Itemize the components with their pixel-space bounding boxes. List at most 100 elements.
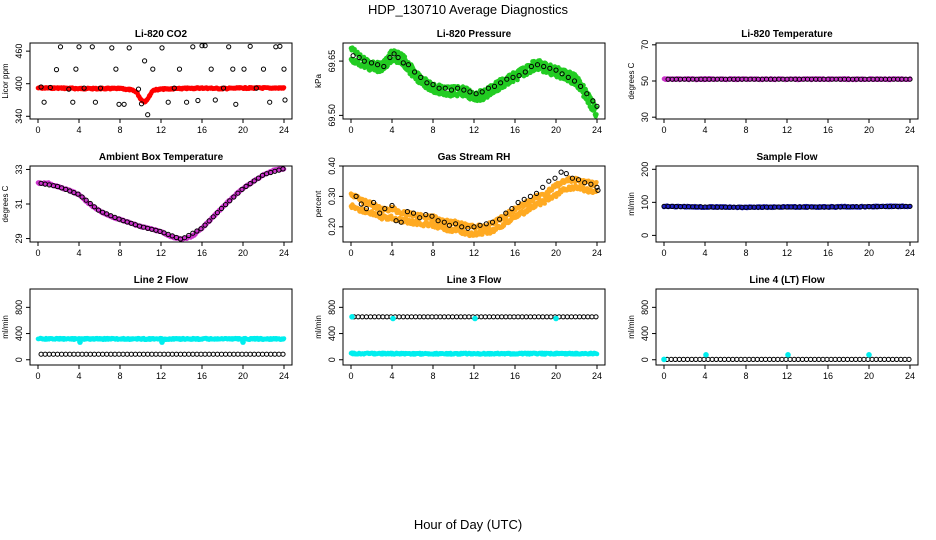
data-point xyxy=(212,97,218,103)
data-point xyxy=(435,218,441,224)
data-point xyxy=(458,314,464,320)
data-point xyxy=(57,44,64,50)
data-point xyxy=(128,351,134,357)
data-point xyxy=(441,314,447,320)
y-tick-label: 0.20 xyxy=(327,218,337,236)
data-point xyxy=(445,314,451,320)
data-point xyxy=(186,351,192,357)
data-point xyxy=(241,66,247,72)
data-point xyxy=(81,85,87,91)
data-point xyxy=(486,314,492,320)
data-point xyxy=(165,351,171,357)
data-point xyxy=(231,194,237,200)
data-point xyxy=(281,336,287,341)
data-point xyxy=(280,166,286,172)
data-point xyxy=(591,108,597,113)
data-point xyxy=(462,314,468,320)
data-point xyxy=(836,356,842,362)
x-tick-label: 20 xyxy=(864,371,874,381)
data-point xyxy=(87,351,93,357)
y-tick-label: 0.40 xyxy=(327,157,337,175)
data-point xyxy=(120,351,126,357)
data-point xyxy=(375,62,381,68)
data-point xyxy=(227,198,233,204)
data-point xyxy=(267,99,273,105)
data-point xyxy=(436,85,442,91)
data-point xyxy=(400,60,406,66)
data-point xyxy=(372,314,378,320)
data-point xyxy=(253,85,259,91)
x-tick-label: 16 xyxy=(510,248,520,258)
x-tick-label: 24 xyxy=(279,125,289,135)
data-point xyxy=(169,351,175,357)
data-point xyxy=(824,356,830,362)
x-tick-label: 8 xyxy=(430,125,435,135)
data-point xyxy=(138,101,145,107)
data-point xyxy=(159,339,165,345)
data-point xyxy=(441,219,447,225)
x-tick-label: 12 xyxy=(782,125,792,135)
data-point xyxy=(595,187,601,193)
x-tick-label: 16 xyxy=(197,125,207,135)
data-point xyxy=(198,351,204,357)
data-point xyxy=(108,351,114,357)
x-tick-label: 8 xyxy=(117,371,122,381)
data-point xyxy=(580,90,586,95)
y-tick-label: 400 xyxy=(327,326,337,341)
data-point xyxy=(589,314,595,320)
y-tick-label: 200 xyxy=(640,162,650,177)
data-point xyxy=(126,45,132,51)
y-tick-label: 30 xyxy=(640,112,650,122)
data-point xyxy=(202,351,208,357)
data-point xyxy=(767,356,773,362)
data-point xyxy=(393,218,399,224)
data-point xyxy=(559,71,565,77)
data-point xyxy=(91,204,98,210)
data-point xyxy=(575,177,582,183)
data-point xyxy=(516,73,522,79)
data-point xyxy=(499,314,505,320)
data-point xyxy=(709,356,715,362)
data-point xyxy=(588,181,594,187)
data-point xyxy=(853,356,859,362)
data-point xyxy=(533,190,540,196)
data-point xyxy=(701,356,707,362)
data-point xyxy=(171,85,177,91)
data-point xyxy=(376,314,382,320)
data-point xyxy=(571,78,578,84)
data-point xyxy=(866,352,872,358)
data-point xyxy=(184,99,190,105)
x-tick-label: 8 xyxy=(430,371,435,381)
data-point xyxy=(446,222,452,228)
data-point xyxy=(235,190,241,196)
y-tick-label: 0 xyxy=(640,233,650,238)
data-point xyxy=(112,351,118,357)
data-point xyxy=(730,356,736,362)
data-point xyxy=(42,351,48,357)
data-point xyxy=(482,314,488,320)
data-point xyxy=(503,314,509,320)
data-point xyxy=(273,44,279,50)
data-point xyxy=(418,74,424,81)
data-point xyxy=(405,62,411,68)
y-axis-label: ml/min xyxy=(627,192,636,216)
data-point xyxy=(685,356,691,362)
x-tick-label: 8 xyxy=(430,248,435,258)
data-layer xyxy=(661,203,913,211)
data-point xyxy=(478,314,484,320)
x-tick-label: 20 xyxy=(238,248,248,258)
data-point xyxy=(857,356,863,362)
x-tick-label: 24 xyxy=(592,371,602,381)
y-tick-label: 800 xyxy=(327,300,337,315)
data-point xyxy=(136,351,143,357)
data-point xyxy=(578,83,584,90)
data-point xyxy=(363,206,369,212)
data-point xyxy=(585,314,591,320)
data-point xyxy=(668,356,674,362)
data-point xyxy=(176,66,183,72)
data-point xyxy=(471,224,477,230)
data-point xyxy=(112,214,118,220)
data-point xyxy=(223,202,229,208)
data-point xyxy=(746,356,752,362)
data-point xyxy=(429,213,435,219)
